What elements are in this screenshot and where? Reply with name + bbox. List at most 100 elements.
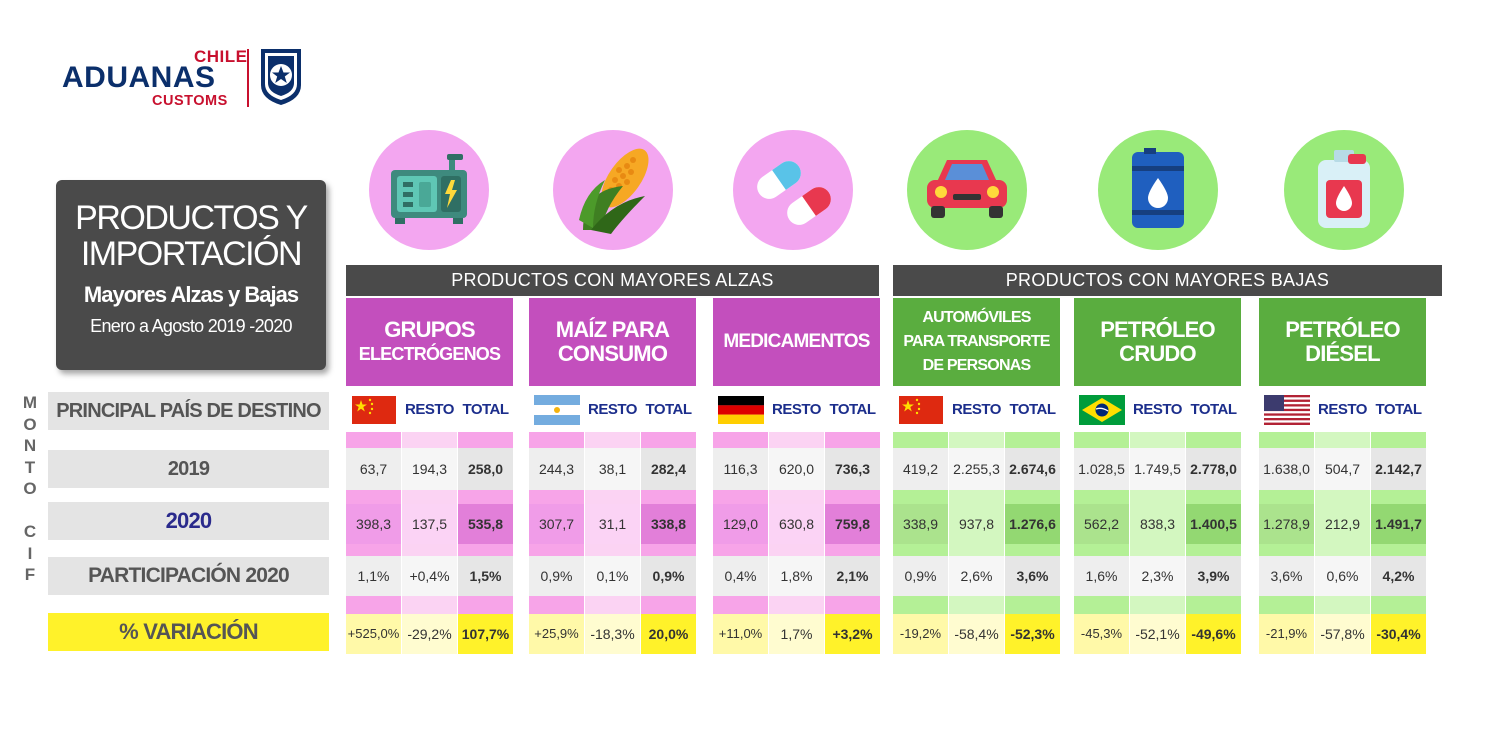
row-separator (713, 544, 768, 556)
row-separator (529, 596, 584, 614)
row-separator (346, 596, 401, 614)
brazil-flag (1074, 388, 1129, 432)
aduanas-badge-icon (261, 49, 301, 105)
value-cell-y2020: 535,8 (458, 504, 513, 544)
row-separator (769, 490, 824, 504)
product-column-maiz: MAÍZ PARA CONSUMO RESTO TOTAL 244,3 38,1 282,4… (529, 298, 696, 654)
row-separator (949, 490, 1004, 504)
value-cell-y2020: 1.491,7 (1371, 504, 1426, 544)
value-cell-part: 1,1% (346, 556, 401, 596)
value-cell-y2020: 937,8 (949, 504, 1004, 544)
row-separator (529, 544, 584, 556)
section-alzas: PRODUCTOS CON MAYORES ALZAS (346, 265, 879, 296)
row-label-2019: 2019 (48, 450, 329, 488)
row-separator (1074, 432, 1129, 448)
value-cell-y2020: 129,0 (713, 504, 768, 544)
value-cell-part: 3,6% (1259, 556, 1314, 596)
column-header-total: TOTAL (458, 388, 513, 432)
value-cell-y2020: 338,8 (641, 504, 696, 544)
value-cell-y2019: 1.749,5 (1130, 448, 1185, 490)
side-letter: F (24, 565, 36, 584)
value-cell-y2019: 2.674,6 (1005, 448, 1060, 490)
row-separator (769, 544, 824, 556)
product-name-line: DIÉSEL (1305, 341, 1380, 366)
row-separator (402, 432, 457, 448)
value-cell-y2019: 194,3 (402, 448, 457, 490)
side-letter: T (24, 457, 36, 477)
aduanas-logo: CHILE ADUANAS CUSTOMS (62, 45, 312, 115)
value-cell-y2019: 736,3 (825, 448, 880, 490)
value-cell-y2019: 504,7 (1315, 448, 1370, 490)
row-separator (1186, 544, 1241, 556)
row-separator (1130, 596, 1185, 614)
value-cell-var: +525,0% (346, 614, 401, 654)
column-header-total: TOTAL (1005, 388, 1060, 432)
value-cell-y2020: 1.276,6 (1005, 504, 1060, 544)
title-line: PRODUCTOS Y IMPORTACIÓN (56, 200, 326, 272)
value-cell-var: -52,3% (1005, 614, 1060, 654)
column-header-resto: RESTO (585, 388, 640, 432)
row-separator (346, 544, 401, 556)
generator-icon (369, 130, 489, 250)
value-cell-y2019: 258,0 (458, 448, 513, 490)
value-cell-var: +3,2% (825, 614, 880, 654)
row-label-2020: 2020 (48, 502, 329, 540)
row-separator (1315, 596, 1370, 614)
value-cell-y2020: 338,9 (893, 504, 948, 544)
row-separator (641, 596, 696, 614)
row-separator (825, 596, 880, 614)
column-header-resto: RESTO (1315, 388, 1370, 432)
usa-flag (1259, 388, 1314, 432)
row-separator (641, 544, 696, 556)
logo-chile-text: CHILE (194, 47, 248, 66)
row-separator (713, 596, 768, 614)
side-spacer (20, 500, 40, 522)
row-separator (585, 544, 640, 556)
side-letter: M (22, 393, 38, 412)
product-name-line: MEDICAMENTOS (723, 331, 870, 352)
value-cell-y2020: 1.278,9 (1259, 504, 1314, 544)
value-cell-var: -19,2% (893, 614, 948, 654)
value-cell-var: +25,9% (529, 614, 584, 654)
value-cell-part: 0,9% (641, 556, 696, 596)
product-column-crudo: PETRÓLEO CRUDO RESTO TOTAL 1.028,5 1.749,5 2.7… (1074, 298, 1241, 654)
row-label-participacion: PARTICIPACIÓN 2020 (48, 557, 329, 595)
value-cell-var: -49,6% (1186, 614, 1241, 654)
value-cell-var: 107,7% (458, 614, 513, 654)
value-cell-y2019: 1.028,5 (1074, 448, 1129, 490)
logo-customs-text: CUSTOMS (152, 93, 228, 109)
value-cell-y2020: 630,8 (769, 504, 824, 544)
product-name-automoviles: AUTOMÓVILES PARA TRANSPORTE DE PERSONAS (893, 298, 1060, 386)
value-cell-var: -29,2% (402, 614, 457, 654)
row-separator (1315, 490, 1370, 504)
value-cell-y2020: 307,7 (529, 504, 584, 544)
value-cell-y2019: 2.255,3 (949, 448, 1004, 490)
value-cell-y2020: 31,1 (585, 504, 640, 544)
row-separator (585, 432, 640, 448)
pills-icon (733, 130, 853, 250)
argentina-flag (529, 388, 584, 432)
row-separator (1005, 490, 1060, 504)
corn-icon (553, 130, 673, 250)
row-separator (1074, 490, 1129, 504)
value-cell-var: -52,1% (1130, 614, 1185, 654)
germany-flag (713, 388, 768, 432)
product-name-line: PETRÓLEO (1100, 317, 1215, 342)
value-cell-var: -30,4% (1371, 614, 1426, 654)
product-name-grupos: GRUPOS ELECTRÓGENOS (346, 298, 513, 386)
value-cell-y2020: 1.400,5 (1186, 504, 1241, 544)
row-separator (1315, 544, 1370, 556)
value-cell-part: 0,9% (529, 556, 584, 596)
row-separator (1186, 490, 1241, 504)
value-cell-y2019: 282,4 (641, 448, 696, 490)
china-flag (346, 388, 401, 432)
row-separator (1186, 596, 1241, 614)
value-cell-part: 3,6% (1005, 556, 1060, 596)
row-separator (893, 432, 948, 448)
column-header-resto: RESTO (769, 388, 824, 432)
value-cell-part: 1,8% (769, 556, 824, 596)
row-separator (1259, 596, 1314, 614)
value-cell-y2019: 244,3 (529, 448, 584, 490)
row-separator (949, 596, 1004, 614)
row-separator (402, 596, 457, 614)
